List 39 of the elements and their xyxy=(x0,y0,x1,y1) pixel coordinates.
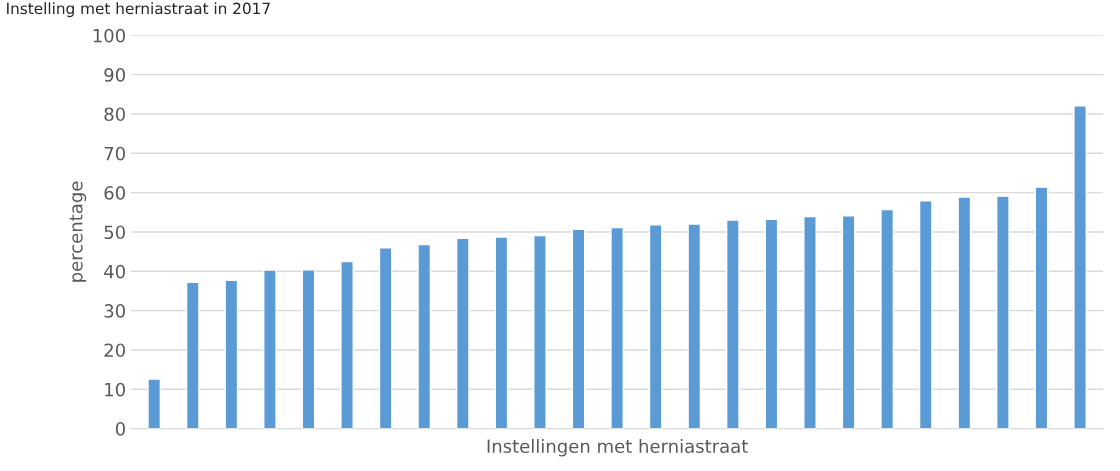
bar xyxy=(996,195,1010,429)
bar xyxy=(533,234,547,429)
bar xyxy=(571,228,586,429)
bar xyxy=(224,279,239,429)
bar xyxy=(957,196,972,429)
bar xyxy=(185,281,200,429)
x-axis-title: Instellingen met herniastraat xyxy=(487,439,748,457)
bar xyxy=(803,215,817,429)
bar xyxy=(417,243,432,429)
bar xyxy=(764,218,779,429)
y-tick-label: 80 xyxy=(104,107,125,122)
bar xyxy=(725,219,740,429)
bar xyxy=(494,236,509,429)
bar xyxy=(687,223,702,429)
y-tick-label: 50 xyxy=(104,225,125,240)
y-tick-label: 70 xyxy=(104,146,125,161)
chart-title: Instelling met herniastraat in 2017 xyxy=(7,2,270,18)
bar xyxy=(1034,186,1049,429)
bar xyxy=(1073,105,1087,429)
y-axis-title: percentage xyxy=(69,181,87,282)
y-tick-label: 0 xyxy=(115,422,125,436)
y-tick-label: 40 xyxy=(104,264,125,279)
y-tick-label: 100 xyxy=(93,28,125,43)
bar xyxy=(648,224,663,429)
bar xyxy=(263,269,277,429)
y-tick-label: 30 xyxy=(104,304,125,318)
bar xyxy=(147,378,162,429)
bar xyxy=(610,226,624,429)
bar xyxy=(455,237,470,429)
y-tick-label: 10 xyxy=(105,382,125,397)
y-tick-label: 20 xyxy=(104,343,125,358)
bar xyxy=(340,260,354,429)
bar xyxy=(880,208,895,429)
bar xyxy=(918,200,933,429)
bar xyxy=(841,215,856,429)
bar xyxy=(301,269,316,429)
bar xyxy=(378,247,393,429)
y-tick-label: 60 xyxy=(104,186,125,200)
y-tick-label: 90 xyxy=(104,68,125,82)
